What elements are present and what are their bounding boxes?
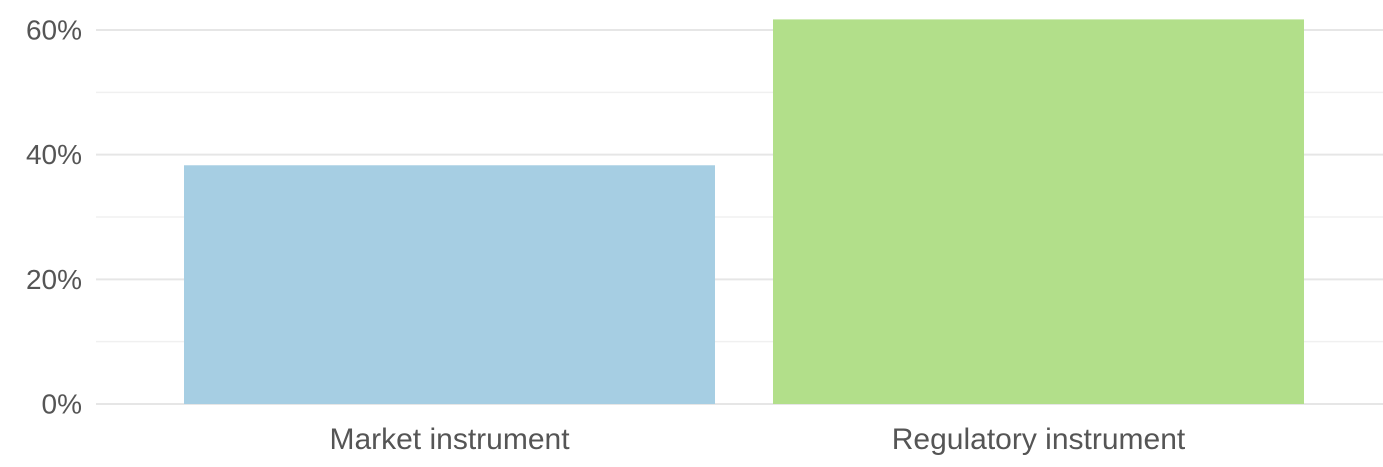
bars (184, 19, 1304, 404)
x-category-label: Regulatory instrument (892, 423, 1186, 456)
y-tick-label: 40% (26, 139, 82, 170)
y-tick-label: 60% (26, 15, 82, 46)
x-axis-category-labels: Market instrument Regulatory instrument (329, 423, 1185, 456)
y-tick-label: 0% (42, 389, 82, 420)
x-category-label: Market instrument (329, 423, 570, 456)
bar-market-instrument (184, 165, 715, 404)
y-axis-tick-labels: 0% 20% 40% 60% (26, 15, 82, 420)
y-tick-label: 20% (26, 264, 82, 295)
bar-regulatory-instrument (773, 19, 1304, 404)
